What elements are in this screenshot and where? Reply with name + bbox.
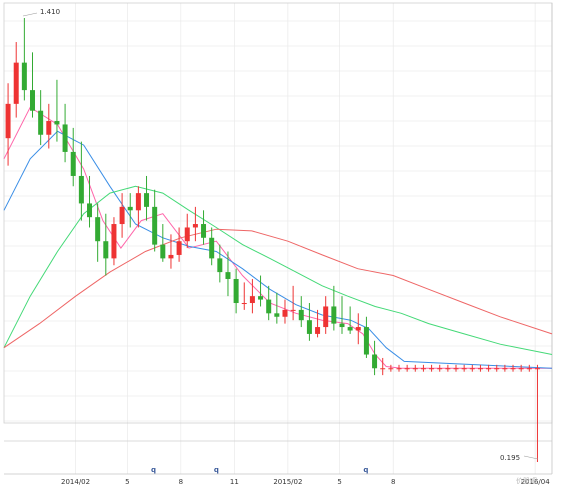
candle-body	[258, 296, 264, 300]
candle-body	[510, 368, 516, 370]
candle-body	[315, 327, 321, 334]
candle-body	[355, 327, 361, 331]
x-tick-label: 5	[337, 478, 341, 486]
candle-body	[103, 241, 109, 259]
candle-body	[225, 272, 231, 279]
candle-body	[298, 309, 304, 321]
max-price-leader	[22, 12, 38, 17]
candle-body	[209, 237, 215, 259]
x-tick-label: 5	[125, 478, 129, 486]
x-tick-label: 8	[391, 478, 395, 486]
candle-body	[526, 368, 532, 370]
candle-body	[534, 368, 540, 370]
x-tick-label: 2014/02	[61, 478, 90, 486]
candle-body	[192, 224, 198, 228]
candle-body	[217, 258, 223, 273]
candle-body	[176, 241, 182, 255]
moving-average-lines	[3, 106, 553, 369]
candle-body	[62, 124, 68, 152]
candle-body	[144, 193, 150, 207]
candle-body	[241, 303, 247, 305]
q-marker: q	[363, 466, 368, 474]
candle-body	[135, 193, 141, 211]
candle-body	[437, 368, 443, 370]
ma-line-1	[3, 106, 552, 369]
candle-body	[249, 296, 255, 304]
candle-body	[331, 306, 337, 324]
candle-body	[306, 320, 312, 334]
candle-body	[453, 368, 459, 370]
candle-body	[184, 227, 190, 242]
candle-body	[290, 309, 296, 311]
min-price-leader	[523, 455, 539, 460]
max-price-label: 1.410	[40, 8, 60, 16]
candle-body	[469, 368, 475, 370]
candle-body	[127, 206, 133, 211]
candle-body	[21, 62, 27, 91]
candle-body	[502, 368, 508, 370]
candle-body	[461, 368, 467, 370]
candle-body	[363, 327, 369, 355]
candle-body	[152, 206, 158, 245]
candle-body	[445, 368, 451, 370]
candle-body	[494, 368, 500, 370]
x-tick-label: 11	[230, 478, 239, 486]
candle-body	[372, 354, 378, 369]
candle-body	[168, 254, 174, 259]
candle-body	[420, 368, 426, 370]
candle-body	[388, 368, 394, 370]
candle-body	[518, 368, 524, 370]
watermark: 价股吧	[516, 477, 537, 485]
candle-body	[111, 224, 117, 259]
x-axis-ticks: 2014/02 5 8 11 2015/02 5 8 2016/04	[61, 478, 550, 486]
candle-body	[282, 309, 288, 317]
candle-body	[323, 306, 329, 328]
candle-body	[70, 151, 76, 176]
candle-body	[274, 313, 280, 317]
candle-body	[233, 278, 239, 304]
candle-body	[78, 175, 84, 204]
candle-body	[38, 110, 44, 135]
candle-body	[486, 368, 492, 370]
candle-body	[95, 217, 101, 242]
candle-body	[54, 121, 60, 125]
candle-body	[380, 368, 386, 370]
candle-body	[5, 103, 11, 139]
x-tick-label: 8	[179, 478, 183, 486]
candle-body	[347, 327, 353, 331]
candle-body	[412, 368, 418, 370]
candle-body	[396, 368, 402, 370]
min-price-label: 0.195	[500, 454, 520, 462]
candle-body	[429, 368, 435, 370]
candle-body	[30, 90, 36, 111]
ma-line-2	[3, 130, 553, 369]
grid	[4, 3, 552, 474]
q-marker: q	[151, 466, 156, 474]
candle-body	[160, 244, 166, 259]
q-marker: q	[214, 466, 219, 474]
candle-body	[119, 206, 125, 225]
candle-body	[13, 62, 19, 104]
candlesticks	[5, 18, 540, 462]
x-tick-label: 2015/02	[273, 478, 302, 486]
candle-body	[404, 368, 410, 370]
candle-body	[201, 224, 207, 238]
candle-body	[46, 121, 52, 135]
candle-body	[477, 368, 483, 370]
x-tick-label: 2016/04	[521, 478, 551, 486]
candle-body	[339, 323, 345, 328]
ma-line-4	[3, 228, 553, 349]
candle-body	[87, 203, 93, 218]
candle-body	[266, 299, 272, 314]
